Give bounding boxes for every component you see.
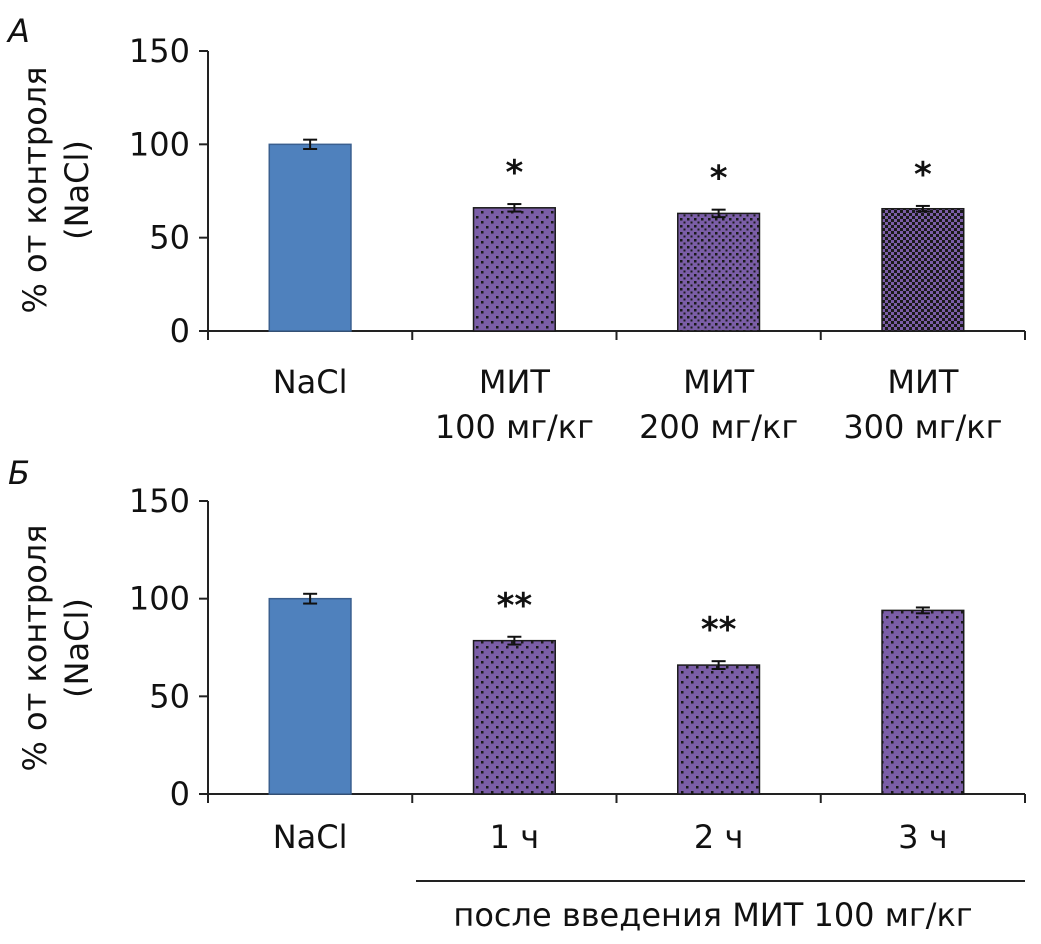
panel-a-y-tick-label: 50 bbox=[149, 219, 190, 257]
panel-a-ylabel-line2: (NaCl) bbox=[58, 140, 96, 240]
chart-marks: 0 50 100 150 NaCl * МИТ 100 мг/кг * МИТ 200 мг/кг *… bbox=[129, 32, 1026, 856]
panel-b-category-label: 2 ч bbox=[694, 818, 743, 856]
panel-a-significance-label: * bbox=[710, 159, 728, 199]
panel-a-ylabel-line1: % от контроля bbox=[16, 66, 54, 313]
panel-a-category-sublabel: 300 мг/кг bbox=[843, 408, 1002, 446]
panel-a-category-sublabel: 200 мг/кг bbox=[639, 408, 798, 446]
panel-b-ylabel-line1: % от контроля bbox=[16, 524, 54, 771]
panel-a-label: А bbox=[6, 12, 30, 50]
panel-a-bar bbox=[881, 207, 965, 332]
panel-a-category-label: NaCl bbox=[273, 363, 348, 401]
panel-a-y-tick-label: 0 bbox=[170, 312, 190, 350]
panel-a-y-tick-label: 150 bbox=[129, 32, 190, 70]
panel-b-significance-label: ** bbox=[701, 610, 737, 650]
panel-b-significance-label: ** bbox=[497, 586, 533, 626]
panel-a-category-label: МИТ bbox=[479, 363, 551, 401]
panel-b-group-label: после введения МИТ 100 мг/кг bbox=[453, 896, 972, 934]
panel-a-bar bbox=[472, 207, 556, 332]
panel-b-category-label: 1 ч bbox=[490, 818, 539, 856]
panel-b-y-tick-label: 150 bbox=[129, 482, 190, 520]
panel-a-y-tick-label: 100 bbox=[129, 125, 190, 163]
panel-b-y-tick-label: 0 bbox=[170, 775, 190, 813]
panel-a-category-label: МИТ bbox=[683, 363, 755, 401]
panel-a-category-sublabel: 100 мг/кг bbox=[435, 408, 594, 446]
panel-b-bar bbox=[881, 609, 965, 795]
panel-a-bar bbox=[268, 143, 352, 332]
panel-b-label: Б bbox=[8, 454, 30, 492]
panel-b-category-label: NaCl bbox=[273, 818, 348, 856]
panel-a-bar bbox=[677, 212, 761, 332]
panel-a-significance-label: * bbox=[914, 155, 932, 195]
panel-b-bar bbox=[472, 639, 556, 795]
panel-b-y-tick-label: 100 bbox=[129, 580, 190, 618]
panel-b-bar bbox=[268, 597, 352, 795]
panel-b-bar bbox=[677, 664, 761, 795]
panel-b-ylabel-line2: (NaCl) bbox=[58, 598, 96, 698]
panel-b-category-label: 3 ч bbox=[898, 818, 947, 856]
panel-a-significance-label: * bbox=[505, 153, 523, 193]
panel-a-category-label: МИТ bbox=[887, 363, 959, 401]
panel-b-y-tick-label: 50 bbox=[149, 677, 190, 715]
